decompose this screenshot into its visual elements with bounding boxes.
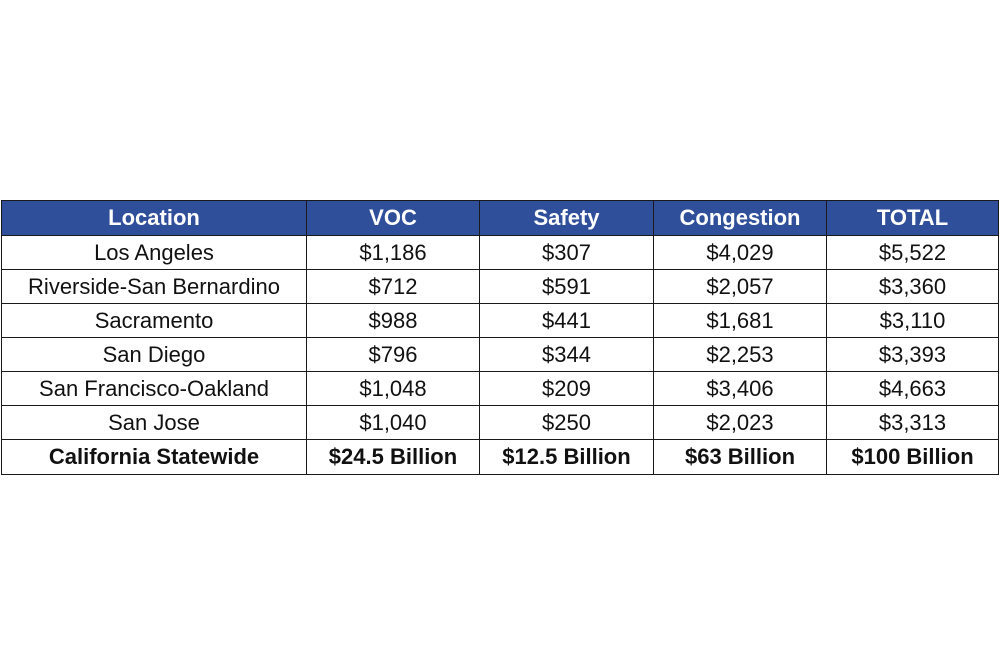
- table-row: Riverside-San Bernardino $712 $591 $2,05…: [1, 269, 999, 304]
- cell-location: San Diego: [1, 337, 307, 372]
- cell-total: $5,522: [826, 235, 999, 270]
- table-row: San Diego $796 $344 $2,253 $3,393: [1, 337, 999, 372]
- cell-voc: $24.5 Billion: [306, 439, 480, 475]
- header-safety: Safety: [479, 200, 654, 236]
- table-row: San Jose $1,040 $250 $2,023 $3,313: [1, 405, 999, 440]
- cell-voc: $988: [306, 303, 480, 338]
- cell-location: Riverside-San Bernardino: [1, 269, 307, 304]
- cell-total: $3,313: [826, 405, 999, 440]
- cell-safety: $441: [479, 303, 654, 338]
- cell-congestion: $63 Billion: [653, 439, 827, 475]
- cell-total: $100 Billion: [826, 439, 999, 475]
- cell-total: $4,663: [826, 371, 999, 406]
- cell-voc: $1,186: [306, 235, 480, 270]
- cell-total: $3,110: [826, 303, 999, 338]
- header-total: TOTAL: [826, 200, 999, 236]
- statewide-total-row: California Statewide $24.5 Billion $12.5…: [1, 439, 999, 475]
- cell-voc: $796: [306, 337, 480, 372]
- table-row: Los Angeles $1,186 $307 $4,029 $5,522: [1, 235, 999, 270]
- cell-voc: $712: [306, 269, 480, 304]
- cell-total: $3,360: [826, 269, 999, 304]
- cell-voc: $1,048: [306, 371, 480, 406]
- cell-location: San Francisco-Oakland: [1, 371, 307, 406]
- cell-congestion: $2,023: [653, 405, 827, 440]
- cost-table: Location VOC Safety Congestion TOTAL Los…: [1, 200, 999, 475]
- cell-safety: $344: [479, 337, 654, 372]
- cell-safety: $250: [479, 405, 654, 440]
- header-row: Location VOC Safety Congestion TOTAL: [1, 200, 999, 236]
- cell-safety: $307: [479, 235, 654, 270]
- cell-location: San Jose: [1, 405, 307, 440]
- cell-congestion: $3,406: [653, 371, 827, 406]
- cell-safety: $12.5 Billion: [479, 439, 654, 475]
- cell-voc: $1,040: [306, 405, 480, 440]
- header-congestion: Congestion: [653, 200, 827, 236]
- cell-congestion: $2,253: [653, 337, 827, 372]
- cell-location: California Statewide: [1, 439, 307, 475]
- cell-total: $3,393: [826, 337, 999, 372]
- cell-congestion: $4,029: [653, 235, 827, 270]
- header-voc: VOC: [306, 200, 480, 236]
- cell-location: Sacramento: [1, 303, 307, 338]
- cell-congestion: $2,057: [653, 269, 827, 304]
- table-row: San Francisco-Oakland $1,048 $209 $3,406…: [1, 371, 999, 406]
- cell-safety: $209: [479, 371, 654, 406]
- table-row: Sacramento $988 $441 $1,681 $3,110: [1, 303, 999, 338]
- cell-location: Los Angeles: [1, 235, 307, 270]
- cell-safety: $591: [479, 269, 654, 304]
- header-location: Location: [1, 200, 307, 236]
- cell-congestion: $1,681: [653, 303, 827, 338]
